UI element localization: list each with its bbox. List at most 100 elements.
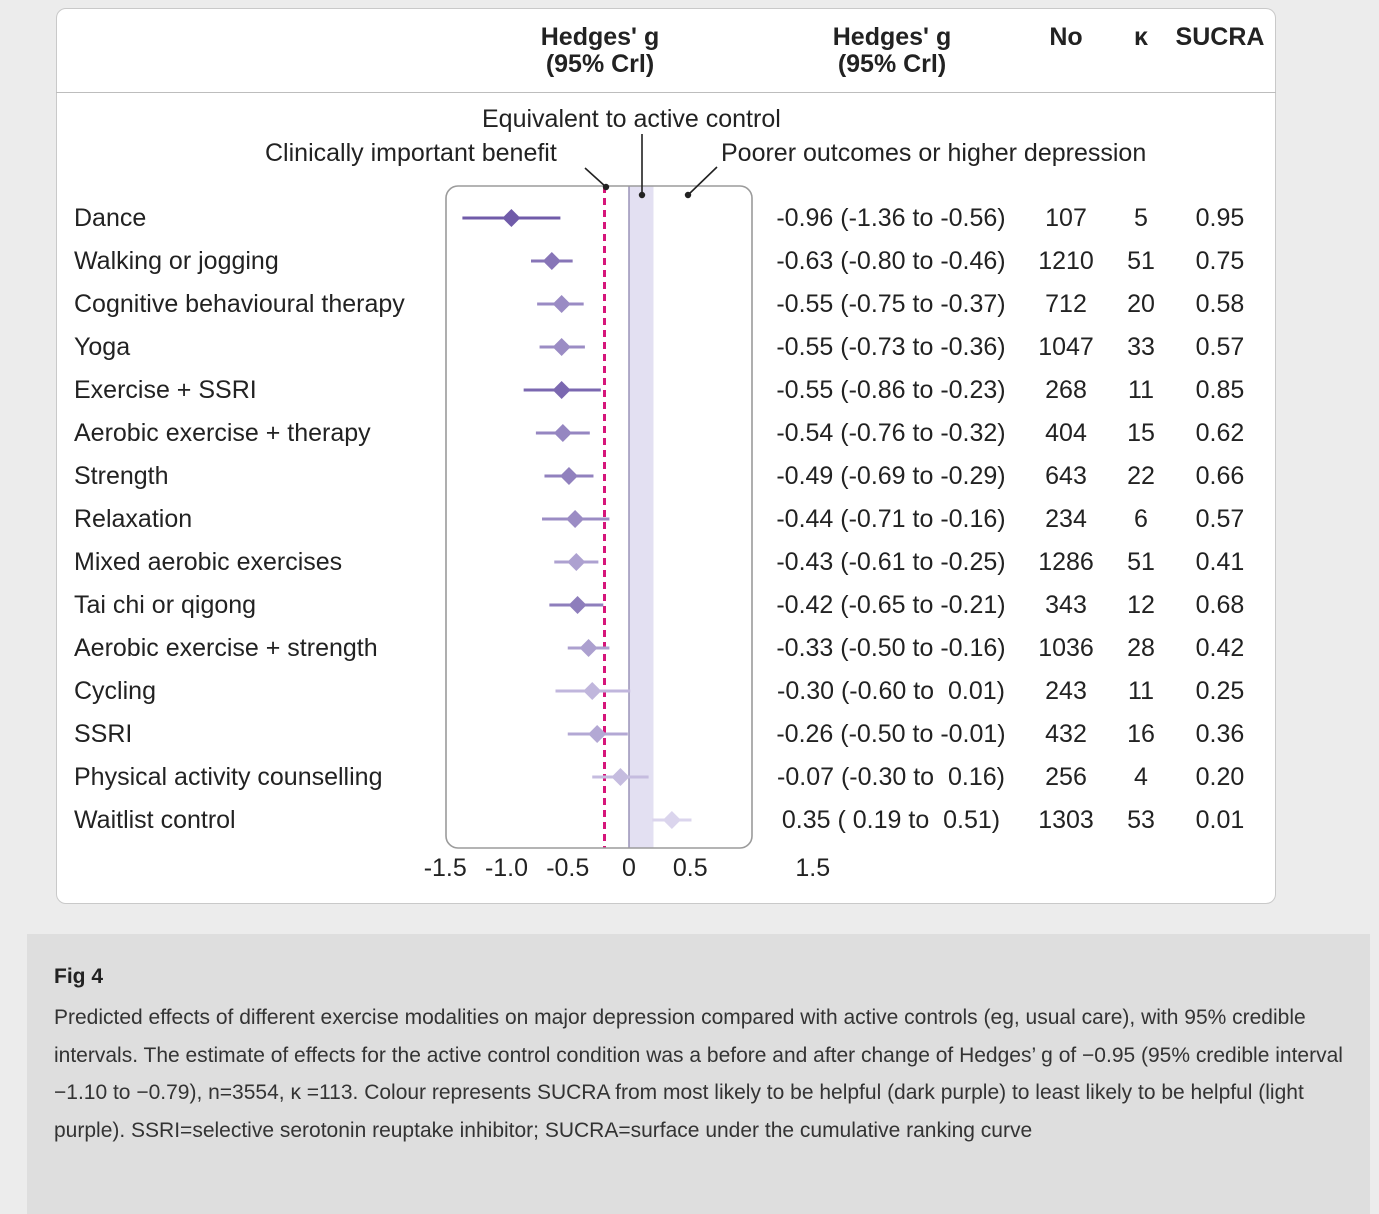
equivalence-band [629,186,654,848]
x-tick-label: 0 [622,854,636,882]
n-value: 1047 [1038,333,1094,361]
plot-header-line-1: Hedges' g [540,23,660,51]
ci-text: -0.96 (-1.36 to -0.56) [776,204,1006,232]
poorer-outcomes-annotation: Poorer outcomes or higher depression [721,139,1147,167]
sucra-value: 0.62 [1195,419,1245,447]
sucra-value: 0.85 [1195,376,1245,404]
sucra-value: 0.57 [1195,505,1245,533]
n-value: 643 [1045,462,1087,490]
clinical-leader-line [584,167,607,188]
x-tick-label: -1.5 [423,854,467,882]
estimate-diamond [579,639,598,657]
ci-text: -0.54 (-0.76 to -0.32) [776,419,1006,447]
estimate-diamond [662,811,681,829]
estimate-diamond [552,295,571,313]
n-value: 1036 [1038,634,1094,662]
estimate-diamond [553,424,572,442]
row-label: Exercise + SSRI [74,376,257,404]
n-value: 243 [1045,677,1087,705]
ci-text: -0.26 (-0.50 to -0.01) [776,720,1006,748]
ci-text: -0.44 (-0.71 to -0.16) [776,505,1006,533]
n-column-header: No [1049,23,1083,51]
sucra-value: 0.01 [1195,806,1245,834]
header-divider [56,92,1276,93]
value-header-line-2: (95% Crl) [837,50,947,78]
row-label: Dance [74,204,147,232]
estimate-diamond [567,553,586,571]
row-label: Strength [74,462,169,490]
estimate-diamond [552,338,571,356]
n-value: 404 [1045,419,1087,447]
row-label: Aerobic exercise + therapy [74,419,371,447]
sucra-value: 0.58 [1195,290,1245,318]
poorer-leader-line [687,166,718,196]
row-label: Cognitive behavioural therapy [74,290,405,318]
sucra-value: 0.75 [1195,247,1245,275]
clinical-benefit-annotation: Clinically important benefit [265,139,557,167]
value-header-line-1: Hedges' g [832,23,952,51]
equivalent-leader-dot [638,191,646,199]
k-value: 51 [1127,548,1155,576]
sucra-value: 0.25 [1195,677,1245,705]
row-label: Relaxation [74,505,193,533]
x-tick-label: 0.5 [672,854,708,882]
row-label: Cycling [74,677,156,705]
ci-text: -0.33 (-0.50 to -0.16) [776,634,1006,662]
sucra-value: 0.57 [1195,333,1245,361]
k-value: 15 [1127,419,1155,447]
k-value: 16 [1127,720,1155,748]
ci-text: -0.63 (-0.80 to -0.46) [776,247,1006,275]
row-label: Waitlist control [74,806,236,834]
x-tick-label: -0.5 [546,854,590,882]
sucra-value: 0.68 [1195,591,1245,619]
row-label: Mixed aerobic exercises [74,548,343,576]
x-tick-label: -1.0 [484,854,529,882]
row-label: Physical activity counselling [74,763,383,791]
estimate-diamond [552,381,571,399]
n-value: 1210 [1038,247,1094,275]
ci-text: -0.43 (-0.61 to -0.25) [776,548,1006,576]
forest-marks [462,209,692,829]
n-value: 343 [1045,591,1087,619]
sucra-value: 0.20 [1195,763,1245,791]
sucra-value: 0.36 [1195,720,1245,748]
ci-text: -0.30 (-0.60 to 0.01) [777,677,1005,705]
n-value: 1286 [1038,548,1094,576]
ci-text: -0.55 (-0.86 to -0.23) [776,376,1006,404]
estimate-diamond [588,725,607,743]
annotation-leaders [584,134,718,199]
k-value: 11 [1128,376,1154,404]
k-value: 20 [1127,290,1155,318]
estimate-diamond [502,209,521,227]
k-value: 51 [1127,247,1155,275]
estimate-diamond [566,510,585,528]
estimate-diamond [611,768,630,786]
sucra-column-header: SUCRA [1175,23,1265,51]
ci-text: -0.55 (-0.73 to -0.36) [776,333,1006,361]
k-value: 5 [1134,204,1148,232]
n-value: 432 [1045,720,1087,748]
x-tick-label: 1.5 [795,854,831,882]
k-value: 53 [1127,806,1155,834]
estimate-diamond [568,596,587,614]
ci-text: -0.07 (-0.30 to 0.16) [777,763,1005,791]
n-value: 256 [1045,763,1087,791]
sucra-value: 0.66 [1195,462,1245,490]
plot-column-header: Hedges' g (95% Crl) [500,24,700,78]
equivalent-annotation: Equivalent to active control [482,105,781,133]
k-value: 11 [1128,677,1154,705]
k-value: 6 [1134,505,1148,533]
n-value: 1303 [1038,806,1094,834]
estimate-diamond [559,467,578,485]
plot-frame [445,185,753,849]
ci-text: 0.35 ( 0.19 to 0.51) [781,806,1001,834]
ci-text: -0.42 (-0.65 to -0.21) [776,591,1006,619]
n-value: 268 [1045,376,1087,404]
ci-text: -0.49 (-0.69 to -0.29) [776,462,1006,490]
clinical-leader-dot [602,183,610,191]
row-label: Tai chi or qigong [74,591,257,619]
value-column-header: Hedges' g (95% Crl) [792,24,992,78]
estimate-diamond [542,252,561,270]
k-value: 33 [1127,333,1155,361]
